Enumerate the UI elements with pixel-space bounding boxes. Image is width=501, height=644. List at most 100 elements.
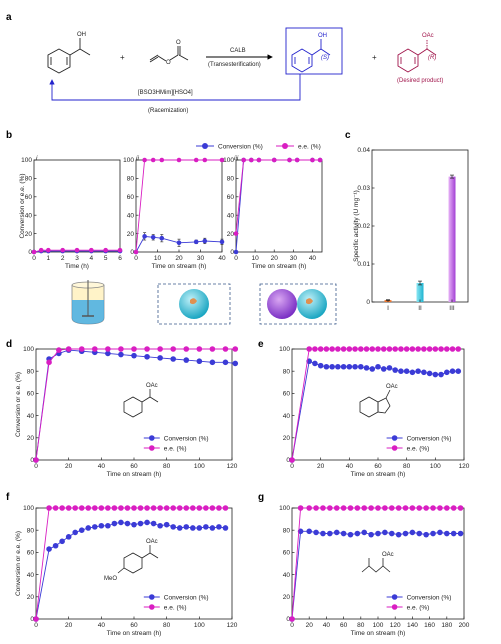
legend-f-ee-marker	[149, 604, 155, 610]
ytick-label-c-2: 0.02	[357, 223, 370, 230]
point-e-1-6	[335, 346, 341, 352]
ytick-label-e-4: 80	[283, 368, 291, 375]
point-g-1-15	[395, 505, 402, 511]
illustration-sphere-iii-b	[297, 289, 327, 319]
point-f-0-14	[131, 521, 137, 528]
point-b-ii-0-1	[142, 234, 147, 239]
point-d-1-16	[232, 346, 239, 352]
point-e-0-17	[398, 368, 404, 375]
ytick-label-f-4: 80	[27, 527, 35, 534]
point-e-1-27	[455, 346, 462, 352]
point-f-0-13	[124, 520, 131, 527]
ytick-label-b-ii-1: 20	[127, 231, 135, 238]
point-d-0-16	[232, 360, 239, 367]
plot-frame-g	[291, 507, 465, 620]
ytick-label-g-3: 60	[283, 550, 291, 557]
point-g-1-11	[368, 505, 374, 511]
point-b-iii-1-0	[233, 231, 239, 236]
plot-frame-b-iii	[235, 159, 323, 253]
legend-g-conversion-text: Conversion (%)	[407, 594, 452, 601]
legend-g-conversion-marker	[391, 594, 398, 600]
illustration-enzyme-iii	[306, 298, 313, 305]
point-g-1-24	[457, 505, 464, 511]
ylabel-f: Conversion or e.e. (%)	[15, 531, 22, 596]
point-e-0-15	[386, 365, 393, 371]
point-e-0-18	[403, 368, 410, 375]
point-d-0-10	[157, 355, 163, 361]
point-g-0-4	[320, 530, 326, 537]
point-e-1-19	[409, 346, 416, 352]
xtick-label-b-iii-1: 10	[251, 255, 259, 262]
point-f-0-7	[85, 525, 92, 531]
enzyme-label: CALB	[230, 48, 246, 54]
point-f-1-1	[46, 505, 52, 511]
point-d-1-6	[105, 346, 111, 352]
point-d-1-7	[118, 346, 124, 352]
panel-b-i-label: i	[36, 155, 38, 162]
molecule-f-label: OAc	[146, 539, 158, 545]
xlabel-g: Time on stream (h)	[351, 630, 406, 637]
point-d-1-8	[131, 346, 137, 352]
point-e-1-4	[323, 346, 330, 352]
bar-c-2	[448, 176, 456, 302]
point-f-1-24	[196, 505, 203, 511]
ytick-label-d-3: 60	[27, 391, 35, 398]
xtick-label-c-1: II	[418, 305, 422, 312]
ylabel-c: Specific activity (U mg⁻¹)	[353, 190, 360, 262]
point-f-1-8	[92, 505, 98, 511]
xtick-label-d-5: 100	[194, 463, 205, 470]
ytick-label-b-i-4: 80	[25, 176, 33, 183]
point-g-0-8	[347, 531, 354, 538]
point-g-1-9	[354, 505, 361, 511]
point-f-0-4	[65, 534, 72, 540]
point-f-0-28	[222, 525, 229, 531]
point-e-1-9	[352, 346, 358, 352]
point-e-1-5	[329, 346, 335, 352]
molecule-f	[117, 545, 159, 574]
point-d-0-14	[209, 359, 216, 366]
point-f-1-6	[78, 505, 85, 511]
reactant-molecule	[47, 38, 91, 74]
xtick-label-g-5: 100	[373, 622, 384, 629]
point-g-0-16	[402, 530, 409, 537]
plus-sign-2: +	[372, 53, 377, 62]
point-f-0-20	[170, 524, 176, 530]
molecule-d-label: OAc	[146, 383, 158, 389]
point-f-1-2	[52, 505, 59, 511]
xtick-label-g-9: 180	[441, 622, 452, 629]
ytick-label-b-iii-2: 40	[227, 212, 235, 219]
point-e-0-3	[317, 362, 324, 369]
point-f-0-5	[72, 529, 78, 536]
ytick-label-e-5: 100	[279, 346, 290, 353]
illustration-batch-reactor	[71, 280, 105, 325]
product-s-config: (S)	[321, 55, 329, 61]
point-f-1-18	[157, 505, 163, 511]
point-b-ii-1-2	[150, 157, 156, 163]
xtick-label-e-5: 100	[430, 463, 441, 470]
point-g-0-5	[327, 530, 333, 537]
point-e-1-11	[363, 346, 370, 352]
xtick-label-g-0: 0	[290, 622, 294, 629]
ytick-label-f-0: 0	[30, 616, 34, 623]
xtick-label-g-1: 20	[306, 622, 314, 629]
xtick-label-c-2: III	[449, 305, 455, 312]
point-g-1-10	[361, 505, 368, 511]
point-d-1-4	[78, 346, 85, 352]
xtick-label-b-ii-4: 40	[218, 255, 226, 262]
molecule-d	[123, 389, 159, 418]
point-e-0-10	[358, 363, 364, 370]
xtick-label-b-ii-2: 20	[175, 255, 183, 262]
point-g-0-11	[368, 531, 374, 538]
xtick-label-b-ii-3: 30	[197, 255, 205, 262]
xtick-label-g-7: 140	[407, 622, 418, 629]
ytick-label-d-1: 20	[27, 435, 35, 442]
ytick-label-b-iii-4: 80	[227, 176, 235, 183]
xtick-label-c-0: I	[387, 305, 389, 312]
ytick-label-g-5: 100	[279, 505, 290, 512]
point-b-iii-1-2	[248, 157, 254, 163]
point-g-0-24	[457, 530, 464, 537]
product-s-box	[285, 27, 343, 75]
ytick-label-e-0: 0	[286, 457, 290, 464]
point-e-0-25	[444, 369, 450, 376]
point-g-1-18	[416, 505, 423, 511]
